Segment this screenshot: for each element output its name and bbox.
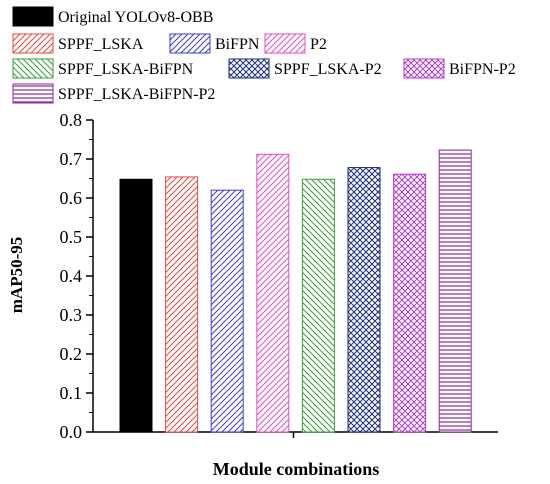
legend-swatch xyxy=(228,58,270,79)
legend-label: SPPF_LSKA-BiFPN-P2 xyxy=(58,86,215,103)
legend-swatch xyxy=(12,6,54,27)
y-tick-label: 0.7 xyxy=(60,149,83,169)
y-axis-label: mAP50-95 xyxy=(7,237,26,313)
legend-label: SPPF_LSKA-P2 xyxy=(274,61,382,78)
bar-original-yolov8-obb xyxy=(119,178,153,433)
legend-item-bifpn: BiFPN xyxy=(169,33,260,54)
bar-sppf-lska xyxy=(165,176,199,433)
legend-swatch xyxy=(403,58,445,79)
legend-item-sppf-lska-bifpn: SPPF_LSKA-BiFPN xyxy=(12,58,194,79)
bar-bifpn xyxy=(210,189,244,433)
legend-item-bifpn-p2: BiFPN-P2 xyxy=(403,58,516,79)
legend: Original YOLOv8-OBB SPPF_LSKA BiFPN P2 SPPF_… xyxy=(12,6,516,104)
bar-sppf-lska-p2 xyxy=(347,167,381,433)
legend-swatch xyxy=(12,58,54,79)
bar-bifpn-p2 xyxy=(393,173,427,433)
legend-label: BiFPN-P2 xyxy=(449,61,516,78)
legend-label: P2 xyxy=(310,36,327,53)
y-tick-label: 0.4 xyxy=(60,266,83,286)
legend-swatch xyxy=(12,33,54,54)
y-tick-label: 0.6 xyxy=(60,188,83,208)
bar-sppf-lska-bifpn-p2 xyxy=(438,149,472,433)
bar-sppf-lska-bifpn xyxy=(301,178,335,433)
legend-item-p2: P2 xyxy=(264,33,327,54)
legend-item-original-yolov8-obb: Original YOLOv8-OBB xyxy=(12,6,213,27)
legend-item-sppf-lska: SPPF_LSKA xyxy=(12,33,144,54)
legend-label: Original YOLOv8-OBB xyxy=(58,9,213,26)
legend-swatch xyxy=(169,33,211,54)
y-tick-label: 0.3 xyxy=(60,305,83,325)
y-tick-label: 0.0 xyxy=(60,422,83,442)
legend-label: SPPF_LSKA xyxy=(58,36,144,53)
y-tick-label: 0.8 xyxy=(60,110,83,130)
legend-item-sppf-lska-p2: SPPF_LSKA-P2 xyxy=(228,58,382,79)
y-tick-label: 0.1 xyxy=(60,383,83,403)
legend-swatch xyxy=(264,33,306,54)
plot-area: 0.0 0.1 0.2 0.3 0.4 0.5 0.6 0.7 0.8 xyxy=(60,110,498,442)
legend-label: SPPF_LSKA-BiFPN xyxy=(58,61,194,78)
x-axis-label: Module combinations xyxy=(213,459,380,479)
bar-p2 xyxy=(256,153,290,433)
legend-item-sppf-lska-bifpn-p2: SPPF_LSKA-BiFPN-P2 xyxy=(12,83,215,104)
legend-swatch xyxy=(12,83,54,104)
legend-label: BiFPN xyxy=(215,36,260,53)
y-tick-label: 0.2 xyxy=(60,344,83,364)
y-tick-label: 0.5 xyxy=(60,227,83,247)
